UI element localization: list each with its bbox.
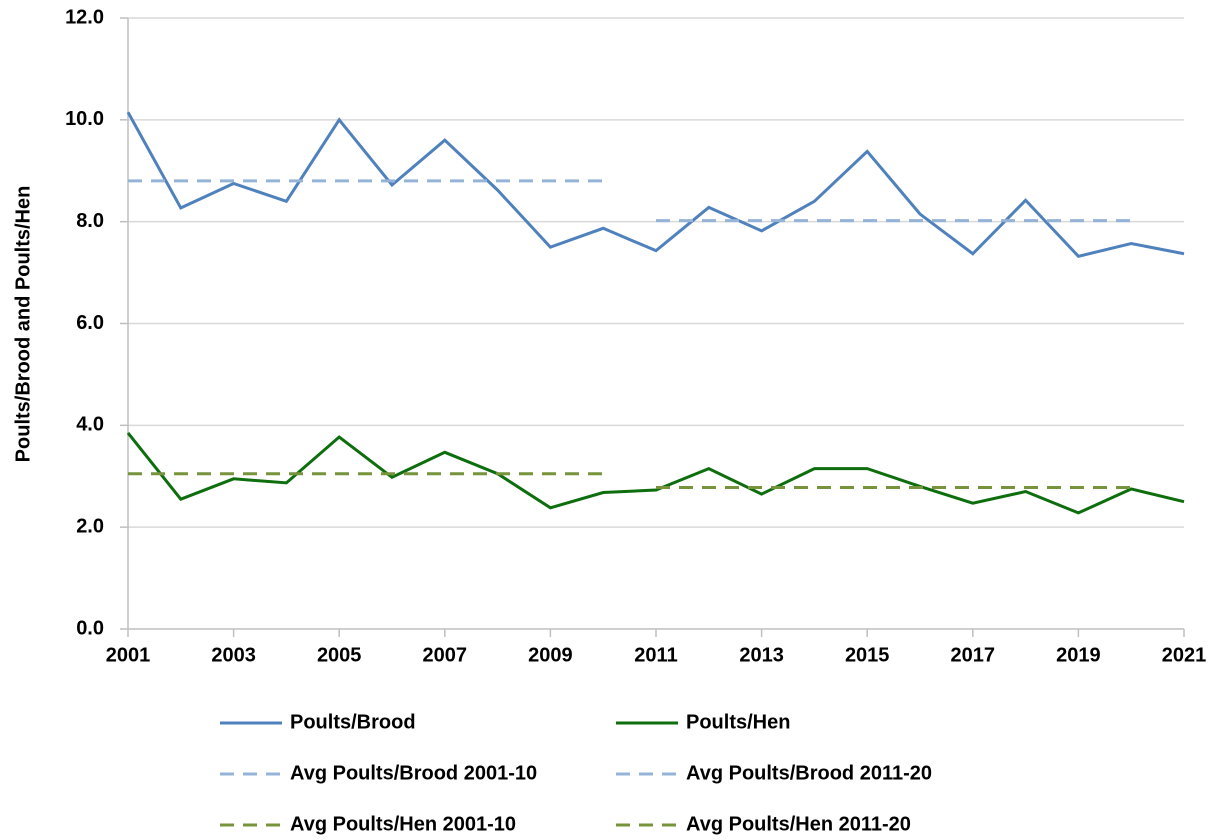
legend-label: Avg Poults/Brood 2001-10 (290, 762, 537, 784)
x-tick-label: 2001 (106, 644, 151, 666)
y-axis-label: Poults/Brood and Poults/Hen (12, 186, 34, 463)
legend-label: Poults/Brood (290, 711, 416, 733)
y-tick-label: 8.0 (76, 210, 104, 232)
y-tick-label: 10.0 (65, 108, 104, 130)
y-tick-label: 0.0 (76, 617, 104, 639)
x-tick-label: 2019 (1056, 644, 1101, 666)
y-tick-label: 6.0 (76, 312, 104, 334)
series-line (126, 432, 1185, 515)
x-tick-label: 2011 (634, 644, 677, 666)
series-line (126, 111, 1185, 258)
x-tick-label: 2007 (423, 644, 468, 666)
legend-label: Poults/Hen (686, 711, 790, 733)
y-tick-label: 4.0 (76, 414, 104, 436)
x-tick-label: 2021 (1162, 644, 1207, 666)
x-tick-label: 2005 (317, 644, 362, 666)
x-tick-label: 2017 (951, 644, 996, 666)
x-tick-label: 2003 (211, 644, 256, 666)
legend-label: Avg Poults/Hen 2001-10 (290, 813, 516, 835)
x-tick-label: 2015 (845, 644, 890, 666)
y-tick-label: 12.0 (65, 6, 104, 28)
x-tick-label: 2013 (739, 644, 784, 666)
legend-label: Avg Poults/Hen 2011-20 (686, 813, 911, 835)
legend-label: Avg Poults/Brood 2011-20 (686, 762, 932, 784)
y-tick-label: 2.0 (76, 515, 104, 537)
x-tick-label: 2009 (528, 644, 573, 666)
